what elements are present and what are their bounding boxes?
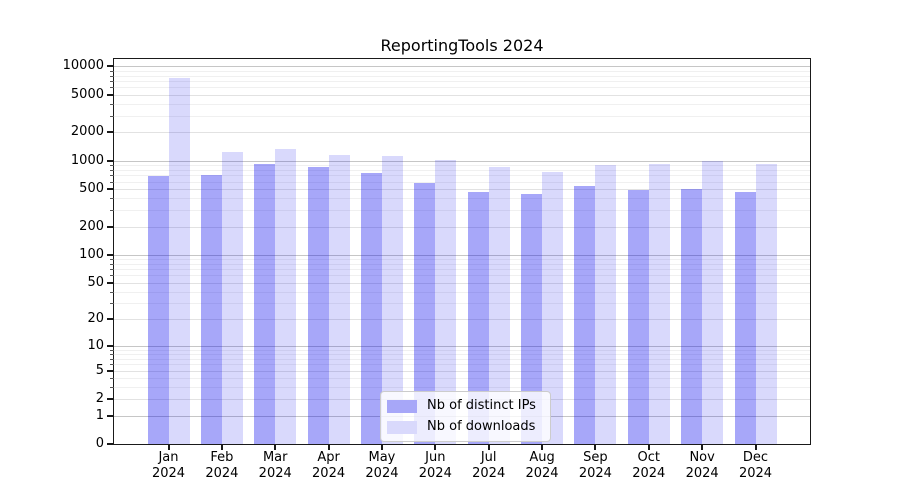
bar-distinct-ips — [681, 189, 702, 444]
y-tick-label: 1 — [30, 407, 104, 425]
bar-downloads — [222, 152, 243, 444]
gridline-minor — [114, 104, 810, 105]
bar-distinct-ips — [201, 175, 222, 444]
gridline-minor — [114, 116, 810, 117]
y-tick-minor — [110, 104, 114, 105]
gridline — [114, 66, 810, 67]
plot-area — [114, 59, 810, 444]
gridline-minor — [114, 87, 810, 88]
y-tick-minor — [110, 354, 114, 355]
y-tick-minor — [110, 364, 114, 365]
y-tick-minor — [110, 170, 114, 171]
y-tick-minor — [110, 292, 114, 293]
y-tick — [107, 254, 114, 256]
y-tick-minor — [110, 210, 114, 211]
y-tick — [107, 160, 114, 162]
y-tick-minor — [110, 359, 114, 360]
y-tick-minor — [110, 275, 114, 276]
y-tick — [107, 370, 114, 372]
legend-swatch-distinct-ips-icon — [387, 400, 417, 413]
y-tick — [107, 188, 114, 190]
legend-swatch-downloads-icon — [387, 421, 417, 434]
gridline — [114, 95, 810, 96]
y-tick-label: 5 — [30, 362, 104, 380]
y-tick-label: 10 — [30, 337, 104, 355]
bar-distinct-ips — [574, 186, 595, 444]
y-tick-minor — [110, 387, 114, 388]
y-tick-label: 1000 — [30, 152, 104, 170]
legend: Nb of distinct IPs Nb of downloads — [380, 391, 551, 442]
y-tick-minor — [110, 269, 114, 270]
bar-distinct-ips — [308, 167, 329, 444]
y-tick-label: 2 — [30, 390, 104, 408]
y-tick — [107, 226, 114, 228]
gridline-minor — [114, 71, 810, 72]
x-tick-label: Dec2024 — [721, 450, 791, 482]
y-tick-minor — [110, 87, 114, 88]
y-tick-minor — [110, 264, 114, 265]
gridline — [114, 132, 810, 133]
y-tick-label: 0 — [30, 435, 104, 453]
y-tick-label: 50 — [30, 274, 104, 292]
y-tick-minor — [110, 259, 114, 260]
legend-label-downloads: Nb of downloads — [427, 419, 535, 435]
y-tick — [107, 345, 114, 347]
y-tick-minor — [110, 182, 114, 183]
y-tick-label: 200 — [30, 218, 104, 236]
gridline-minor — [114, 81, 810, 82]
y-tick-label: 100 — [30, 246, 104, 264]
y-tick-minor — [110, 71, 114, 72]
bar-distinct-ips — [628, 190, 649, 444]
bar-downloads — [329, 155, 350, 444]
y-tick-label: 2000 — [30, 123, 104, 141]
bar-distinct-ips — [148, 176, 169, 444]
y-tick-minor — [110, 116, 114, 117]
y-tick — [107, 282, 114, 284]
y-tick-minor — [110, 76, 114, 77]
y-tick-label: 20 — [30, 310, 104, 328]
bar-downloads — [649, 164, 670, 444]
y-tick — [107, 131, 114, 133]
y-tick — [107, 415, 114, 417]
y-tick — [107, 65, 114, 67]
bar-distinct-ips — [254, 164, 275, 444]
y-tick-minor — [110, 303, 114, 304]
y-tick-minor — [110, 350, 114, 351]
y-tick — [107, 443, 114, 445]
bar-downloads — [595, 165, 616, 444]
figure: ReportingTools 2024 Jan2024Feb2024Mar202… — [0, 0, 900, 500]
y-tick-minor — [110, 175, 114, 176]
bar-distinct-ips — [735, 192, 756, 444]
y-tick-label: 10000 — [30, 57, 104, 75]
bar-distinct-ips — [361, 173, 382, 444]
x-tick-label-line: Dec — [721, 450, 791, 466]
bar-downloads — [756, 164, 777, 444]
bar-downloads — [275, 149, 296, 444]
y-tick — [107, 318, 114, 320]
y-tick-label: 5000 — [30, 86, 104, 104]
gridline-minor — [114, 76, 810, 77]
legend-label-distinct-ips: Nb of distinct IPs — [427, 398, 536, 414]
y-tick-minor — [110, 198, 114, 199]
legend-item-distinct-ips: Nb of distinct IPs — [387, 398, 536, 414]
y-tick — [107, 94, 114, 96]
y-tick-minor — [110, 81, 114, 82]
y-tick-minor — [110, 378, 114, 379]
x-tick-label-line: 2024 — [721, 466, 791, 482]
y-tick — [107, 398, 114, 400]
y-tick-label: 500 — [30, 180, 104, 198]
chart-title: ReportingTools 2024 — [114, 35, 810, 57]
legend-item-downloads: Nb of downloads — [387, 419, 536, 435]
bar-downloads — [702, 161, 723, 444]
y-tick-minor — [110, 165, 114, 166]
bar-downloads — [169, 78, 190, 444]
